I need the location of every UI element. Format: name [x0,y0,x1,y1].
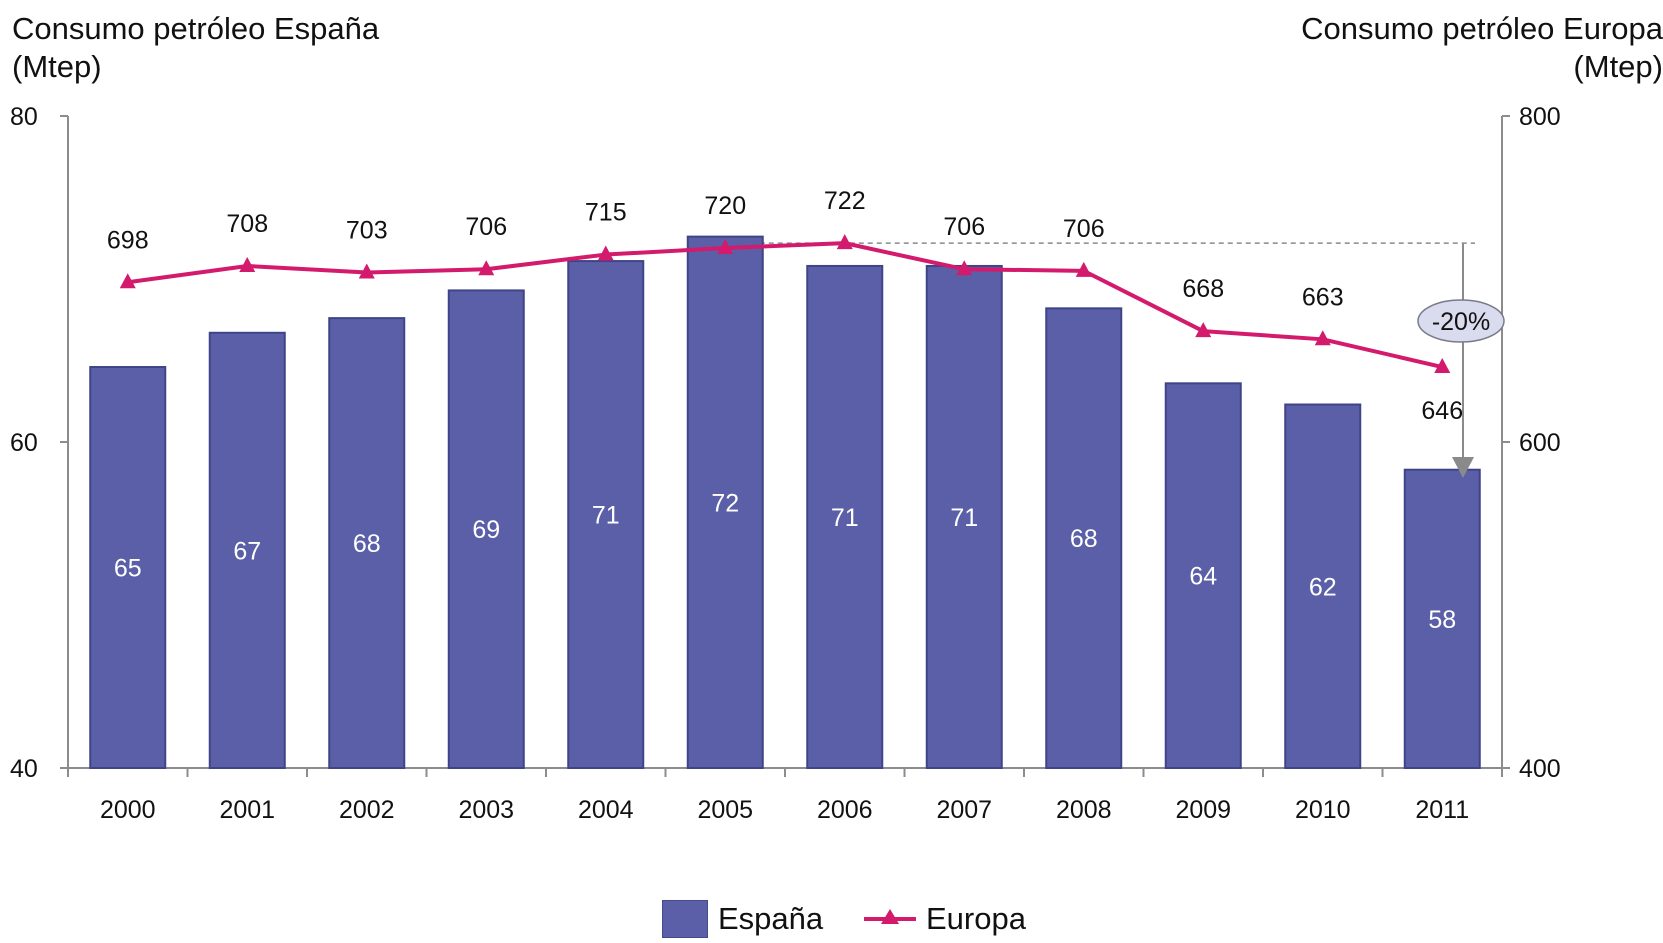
bar-value-label: 71 [950,504,978,532]
line-value-label: 720 [704,192,746,220]
europa-marker-2000 [119,273,136,289]
x-tick-label: 2005 [697,796,753,824]
line-value-label: 708 [226,210,268,238]
line-value-label: 715 [585,199,627,227]
line-value-label: 706 [465,213,507,241]
x-tick-label: 2010 [1295,796,1351,824]
bar-2010 [1284,403,1362,769]
europa-marker-2005 [717,239,734,255]
bar-2009 [1164,382,1242,769]
bar-2006 [806,264,884,769]
decline-callout-label: -20% [1432,308,1490,336]
bar-2000 [89,366,167,769]
line-value-label: 703 [346,216,388,244]
left-tick-label: 80 [10,103,38,131]
bar-value-label: 69 [472,516,500,544]
right-axis-title: Consumo petróleo Europa (Mtep) [1301,10,1663,86]
line-value-label: 646 [1421,397,1463,425]
legend-bar-label: España [718,901,824,936]
legend-item-bars: España [662,900,823,938]
left-axis-title: Consumo petróleo España (Mtep) [12,10,379,86]
left-tick-label: 60 [10,429,38,457]
bar-value-label: 64 [1189,563,1217,591]
legend-line-label: Europa [926,901,1026,936]
europa-marker-2008 [1075,261,1092,277]
x-tick-label: 2001 [219,796,275,824]
right-tick-label: 600 [1519,429,1561,457]
decline-arrow-head-icon [1452,457,1474,478]
x-tick-label: 2000 [100,796,156,824]
europa-marker-2001 [239,256,256,272]
bar-value-label: 65 [114,555,142,583]
europa-marker-2010 [1314,330,1331,346]
line-value-label: 706 [1063,215,1105,243]
bar-value-label: 71 [592,502,620,530]
line-value-label: 663 [1302,283,1344,311]
x-tick-label: 2004 [578,796,634,824]
europa-line [127,241,1443,369]
right-axis-title-line1: Consumo petróleo Europa [1301,11,1663,46]
left-axis-title-line2: (Mtep) [12,49,102,84]
bar-value-label: 58 [1428,606,1456,634]
x-tick-label: 2002 [339,796,395,824]
right-tick-label: 400 [1519,755,1561,783]
europa-marker-2007 [956,260,973,276]
line-value-label: 722 [824,187,866,215]
line-value-label: 706 [943,213,985,241]
bar-value-label: 68 [353,530,381,558]
legend-line-marker-icon [864,900,916,938]
europa-marker-2003 [478,260,495,276]
bar-2011 [1403,468,1481,769]
bar-2007 [925,264,1003,769]
bar-value-label: 71 [831,504,859,532]
bar-2004 [567,260,645,769]
europa-marker-2009 [1195,322,1212,338]
x-tick-label: 2011 [1415,796,1469,824]
legend-item-line: Europa [864,900,1026,938]
x-tick-label: 2008 [1056,796,1112,824]
x-tick-label: 2006 [817,796,873,824]
x-tick-label: 2003 [458,796,514,824]
bar-value-label: 72 [711,489,739,517]
right-axis-title-line2: (Mtep) [1573,49,1663,84]
x-tick-label: 2007 [936,796,992,824]
legend-bar-swatch [662,900,708,938]
europa-marker-2004 [597,245,614,261]
bar-2002 [328,317,406,769]
left-tick-label: 40 [10,755,38,783]
line-value-label: 698 [107,226,149,254]
left-axis-title-line1: Consumo petróleo España [12,11,380,46]
line-value-label: 668 [1182,275,1224,303]
decline-callout [1417,299,1505,343]
bar-value-label: 62 [1309,573,1337,601]
bar-value-label: 68 [1070,525,1098,553]
europa-marker-2006 [836,234,853,250]
bar-2005 [686,235,764,769]
x-tick-label: 2009 [1175,796,1231,824]
europa-marker-2011 [1434,358,1451,374]
bar-value-label: 67 [233,537,261,565]
legend: España Europa [0,900,1663,943]
bar-2008 [1045,307,1123,769]
combo-chart: 40 60 80 400 600 800 65 67 68 69 71 72 71 71 68 64 62 58 2… [10,103,1561,824]
right-tick-label: 800 [1519,103,1561,131]
europa-marker-2002 [358,263,375,279]
bar-2001 [208,331,286,769]
bar-2003 [447,289,525,769]
